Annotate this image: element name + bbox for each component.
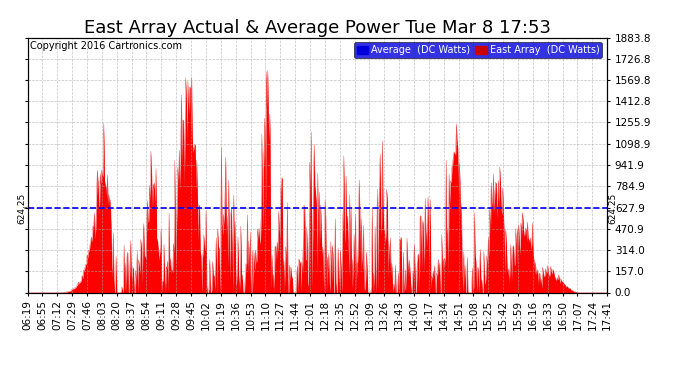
- Text: 624.25: 624.25: [17, 192, 26, 224]
- Text: 624.25: 624.25: [609, 192, 618, 224]
- Text: Copyright 2016 Cartronics.com: Copyright 2016 Cartronics.com: [30, 41, 182, 51]
- Title: East Array Actual & Average Power Tue Mar 8 17:53: East Array Actual & Average Power Tue Ma…: [84, 20, 551, 38]
- Legend: Average  (DC Watts), East Array  (DC Watts): Average (DC Watts), East Array (DC Watts…: [353, 42, 602, 58]
